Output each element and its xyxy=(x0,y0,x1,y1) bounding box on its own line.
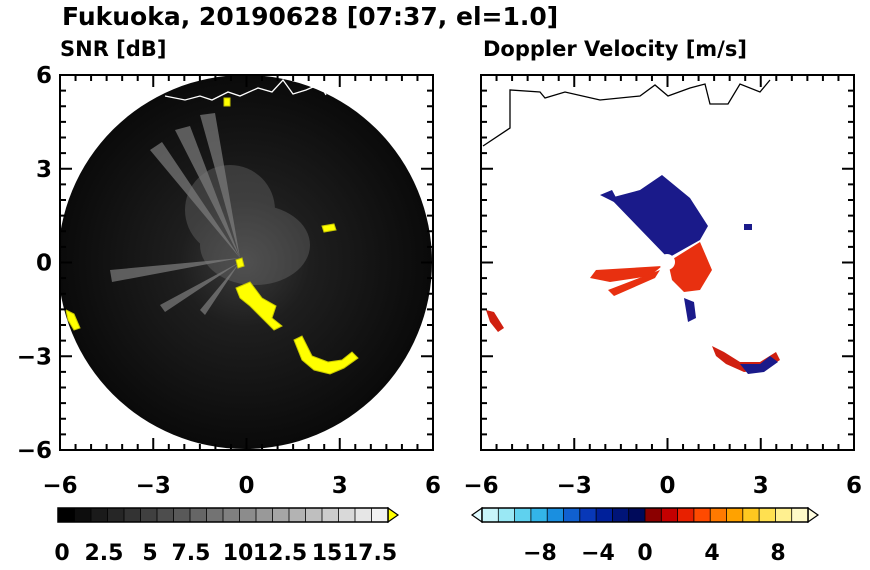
snr-color-bin xyxy=(91,508,108,522)
snr-coastline xyxy=(164,78,327,101)
doppler-colorbar-label: −8 xyxy=(523,541,557,566)
doppler-color-bin xyxy=(645,508,662,522)
snr-colorbar-label: 15 xyxy=(312,541,343,566)
snr-ytick-label: −3 xyxy=(17,344,52,370)
doppler-color-bin xyxy=(726,508,744,522)
snr-colorbar-label: 17.5 xyxy=(343,541,397,566)
doppler-color-bin xyxy=(612,508,630,522)
snr-bright-rays xyxy=(110,113,240,315)
figure-title: Fukuoka, 20190628 [07:37, el=1.0] xyxy=(62,2,558,31)
snr-ytick-label: 6 xyxy=(36,63,52,89)
snr-color-bin xyxy=(74,508,92,522)
doppler-colorbar-label: 0 xyxy=(637,541,652,566)
snr-ytick-label: −6 xyxy=(17,438,52,464)
doppler-color-bin xyxy=(596,508,613,522)
doppler-radar-site xyxy=(659,254,675,270)
doppler-color-bin xyxy=(759,508,776,522)
snr-extend-high xyxy=(387,506,400,524)
doppler-color-bin xyxy=(628,508,646,522)
snr-xtick-label: 6 xyxy=(425,473,441,499)
doppler-colorbar-label: 4 xyxy=(704,541,719,566)
doppler-color-bin xyxy=(775,508,793,522)
snr-color-bin xyxy=(355,508,372,522)
doppler-xtick-label: 0 xyxy=(659,473,675,499)
snr-color-bin xyxy=(322,508,339,522)
snr-axis-ticks: −6 −3 0 3 6 6 3 0 −3 −6 xyxy=(17,63,441,499)
snr-color-bin xyxy=(140,508,158,522)
snr-colorbar-label: 12.5 xyxy=(253,541,307,566)
snr-colorbar-frame xyxy=(57,507,389,523)
snr-ytick-label: 3 xyxy=(36,157,52,183)
snr-colorbar: 0 2.5 5 7.5 10 12.5 15 17.5 xyxy=(54,506,400,566)
snr-plot: −6 −3 0 3 6 6 3 0 −3 −6 xyxy=(17,63,441,499)
doppler-axis-ticks: −6 −3 0 3 6 xyxy=(463,74,862,499)
snr-color-bin xyxy=(239,508,257,522)
snr-colorbar-label: 0 xyxy=(54,541,69,566)
doppler-xtick-label: 6 xyxy=(846,473,862,499)
snr-color-bin xyxy=(305,508,323,522)
snr-clutter-haze xyxy=(185,165,310,285)
snr-color-bin xyxy=(289,508,306,522)
snr-colorbar-label: 7.5 xyxy=(172,541,211,566)
doppler-color-bin xyxy=(710,508,727,522)
doppler-color-bin xyxy=(530,508,548,522)
doppler-color-bin xyxy=(677,508,695,522)
snr-color-bin xyxy=(107,508,125,522)
doppler-echo-edges xyxy=(486,224,780,374)
snr-color-bin xyxy=(173,508,191,522)
doppler-xtick-label: 3 xyxy=(753,473,769,499)
doppler-echo-receding xyxy=(600,175,708,258)
doppler-colorbar-label: 8 xyxy=(770,541,785,566)
snr-color-bin xyxy=(272,508,290,522)
snr-color-bin xyxy=(223,508,240,522)
doppler-xtick-label: −3 xyxy=(557,473,592,499)
snr-color-bin xyxy=(157,508,174,522)
doppler-coastline xyxy=(482,79,771,147)
snr-colorbar-label: 10 xyxy=(223,541,254,566)
snr-ytick-label: 0 xyxy=(36,251,52,277)
doppler-color-bin xyxy=(661,508,679,522)
doppler-color-bin xyxy=(742,508,760,522)
doppler-color-bin xyxy=(791,508,809,522)
snr-echo-yellow xyxy=(65,97,359,375)
snr-xtick-label: −6 xyxy=(42,473,77,499)
snr-colorbar-label: 5 xyxy=(142,541,157,566)
snr-color-bin xyxy=(206,508,224,522)
doppler-color-bin xyxy=(547,508,564,522)
doppler-xtick-label: −6 xyxy=(463,473,498,499)
snr-color-bin xyxy=(124,508,141,522)
snr-xtick-label: −3 xyxy=(136,473,171,499)
snr-color-bin xyxy=(371,508,389,522)
snr-panel-title: SNR [dB] xyxy=(60,37,166,61)
snr-xtick-label: 0 xyxy=(238,473,254,499)
doppler-extend-high xyxy=(807,506,820,524)
doppler-extend-low xyxy=(470,506,483,524)
doppler-color-bin xyxy=(563,508,581,522)
doppler-panel-title: Doppler Velocity [m/s] xyxy=(483,37,747,61)
snr-color-bin xyxy=(256,508,273,522)
doppler-plot: −6 −3 0 3 6 xyxy=(463,74,862,499)
doppler-colorbar-frame xyxy=(481,507,809,523)
doppler-color-bin xyxy=(498,508,516,522)
snr-color-bin xyxy=(190,508,207,522)
doppler-color-bin xyxy=(482,508,499,522)
snr-colorbar-label: 2.5 xyxy=(85,541,124,566)
doppler-colorbar-label: −4 xyxy=(581,541,615,566)
snr-color-bin xyxy=(58,508,75,522)
doppler-color-bin xyxy=(514,508,532,522)
doppler-color-bin xyxy=(693,508,711,522)
doppler-color-bin xyxy=(579,508,597,522)
snr-xtick-label: 3 xyxy=(332,473,348,499)
snr-radar-disc xyxy=(60,75,432,449)
doppler-echo-approaching xyxy=(590,242,712,296)
snr-color-bin xyxy=(338,508,356,522)
doppler-colorbar: −8 −4 0 4 8 xyxy=(470,506,820,566)
